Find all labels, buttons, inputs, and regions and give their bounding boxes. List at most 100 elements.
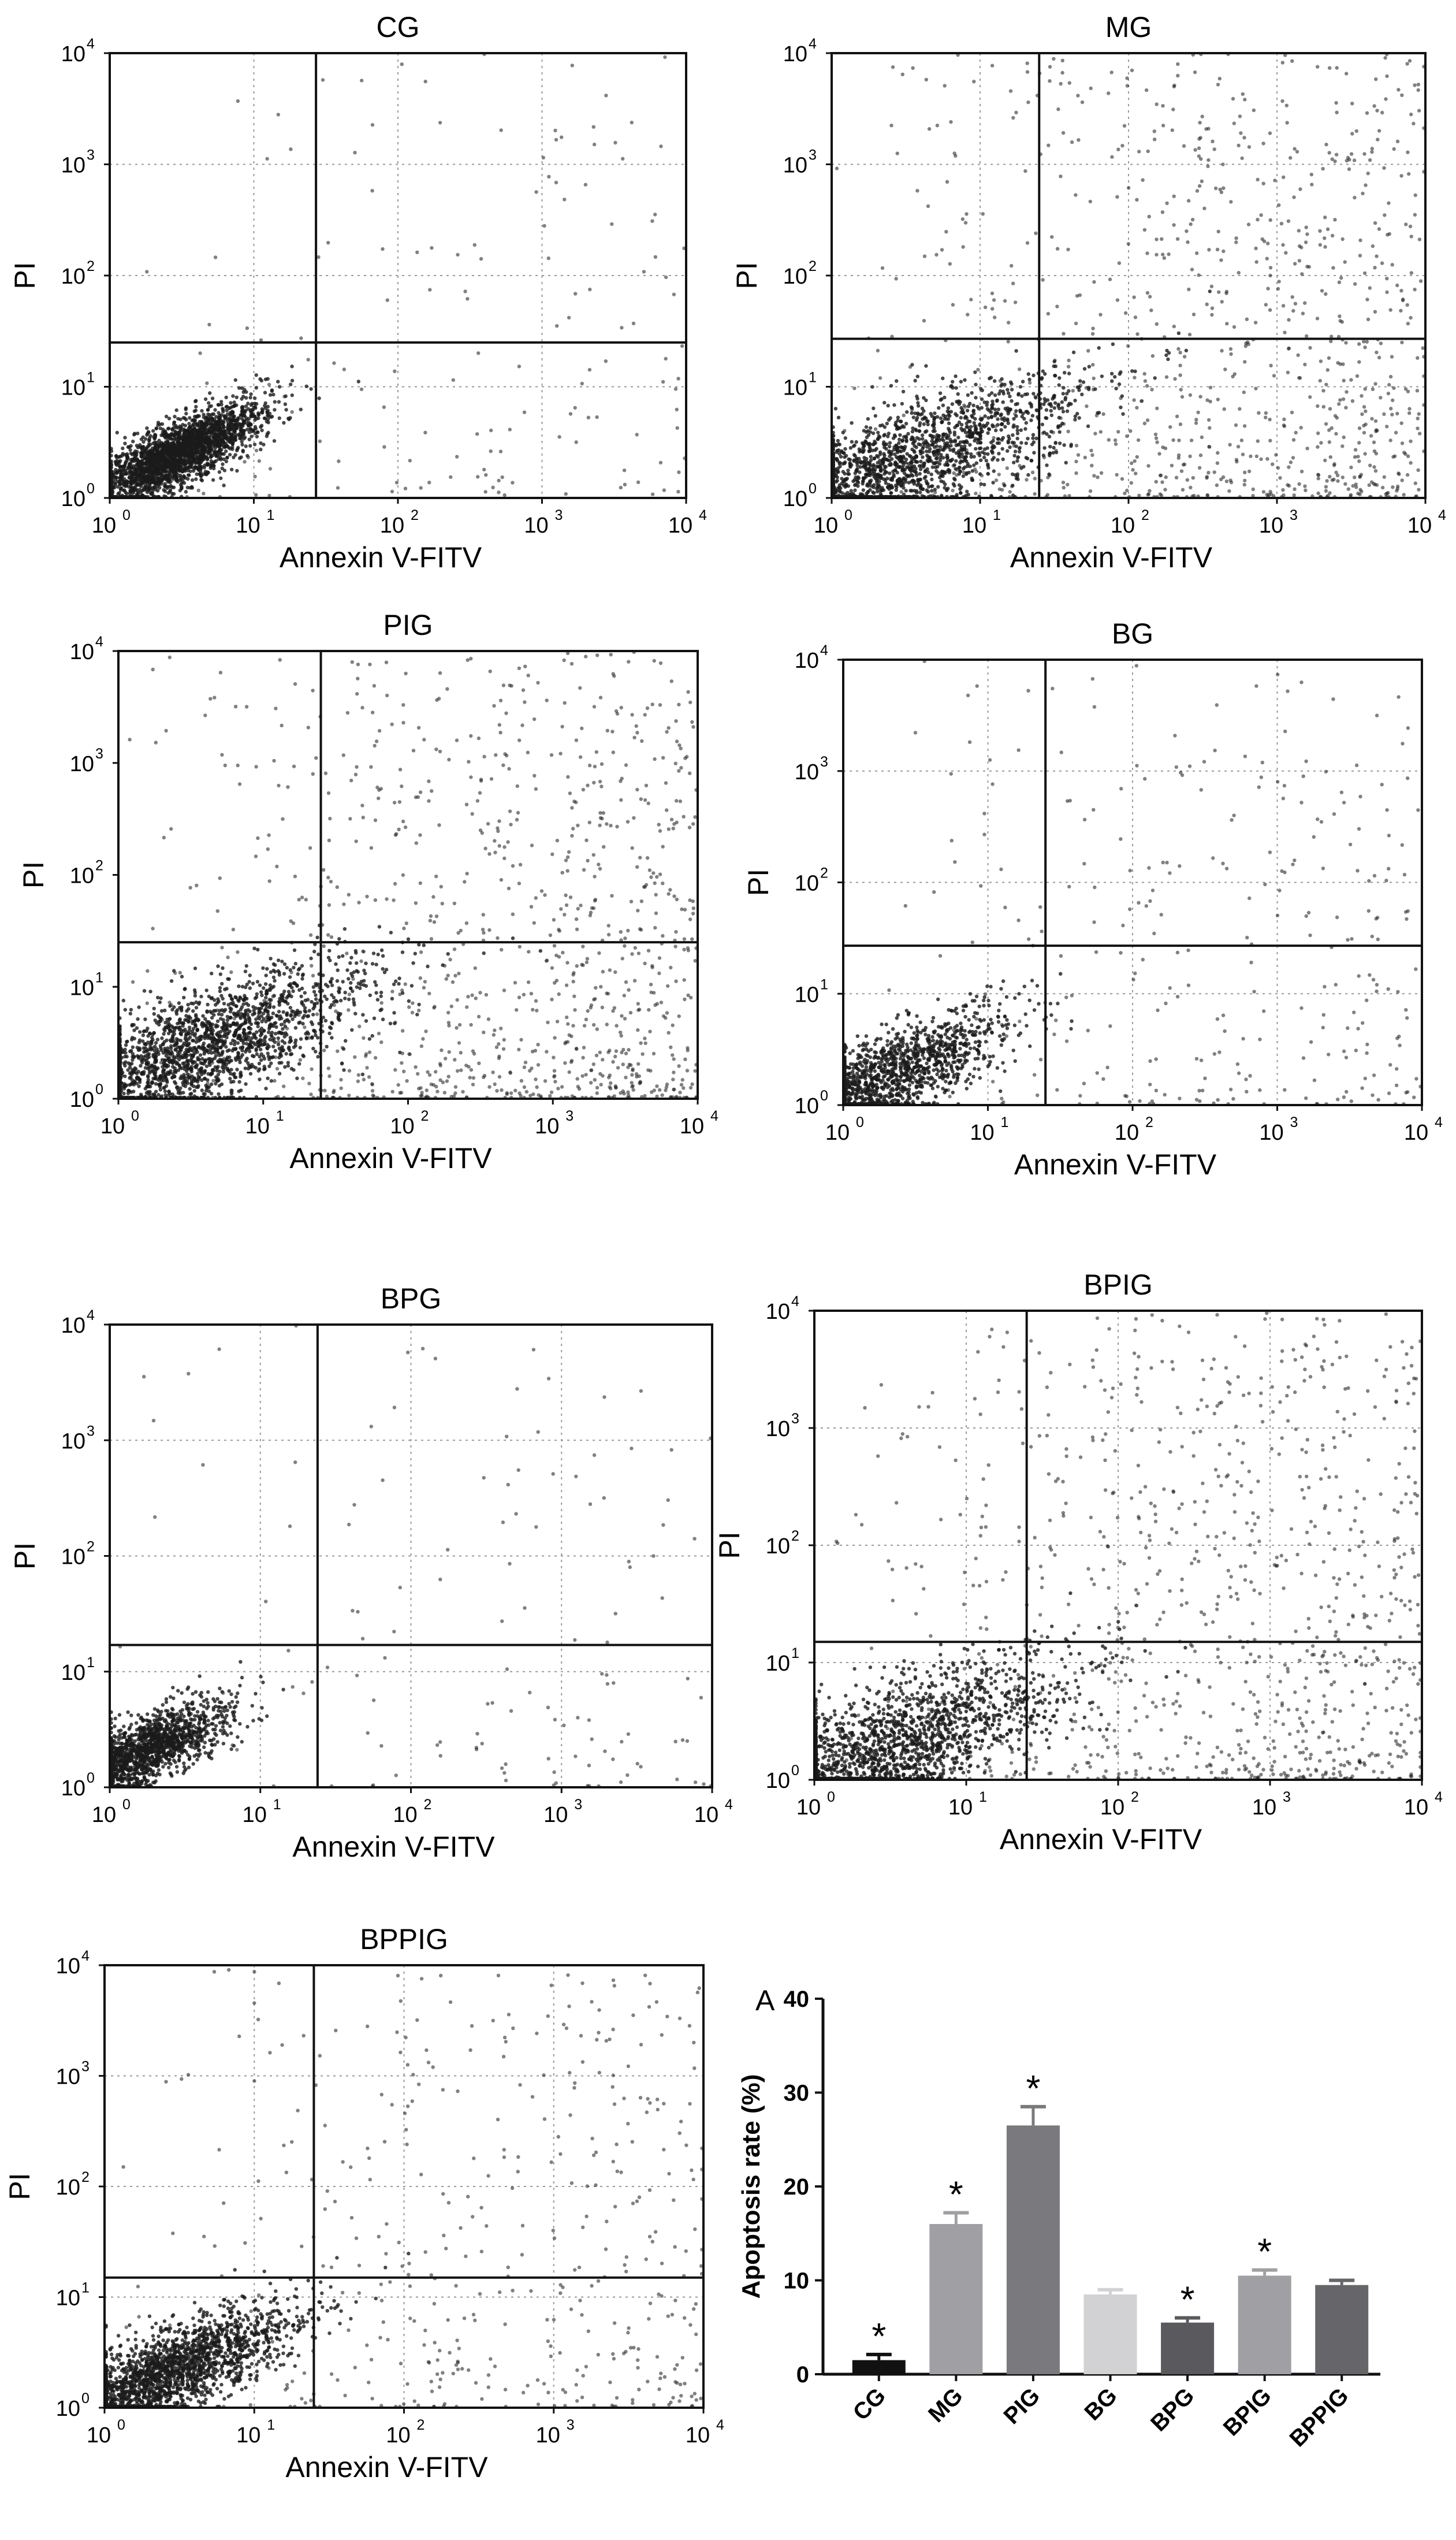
event-point bbox=[1023, 169, 1027, 173]
event-point bbox=[253, 425, 258, 429]
event-point bbox=[1010, 388, 1014, 392]
event-point bbox=[1298, 187, 1302, 191]
event-point bbox=[1399, 174, 1403, 178]
event-point bbox=[222, 484, 226, 488]
event-point bbox=[309, 387, 313, 391]
event-point bbox=[866, 489, 870, 494]
event-point bbox=[428, 288, 432, 292]
event-point bbox=[162, 468, 167, 473]
event-point bbox=[604, 94, 608, 98]
event-point bbox=[915, 436, 919, 440]
event-point bbox=[263, 401, 267, 406]
event-point bbox=[1234, 240, 1238, 244]
event-point bbox=[202, 444, 206, 448]
event-point bbox=[846, 484, 851, 488]
event-point bbox=[1328, 491, 1332, 495]
event-point bbox=[210, 396, 215, 400]
event-point bbox=[996, 407, 1001, 411]
event-point bbox=[1195, 251, 1199, 255]
event-point bbox=[1029, 418, 1033, 422]
event-point bbox=[933, 462, 937, 466]
event-point bbox=[876, 464, 881, 469]
event-point bbox=[974, 461, 979, 465]
event-point bbox=[214, 454, 218, 458]
event-point bbox=[427, 481, 431, 485]
event-point bbox=[1149, 308, 1153, 313]
event-point bbox=[256, 430, 260, 434]
event-point bbox=[910, 411, 914, 415]
event-point bbox=[222, 457, 226, 462]
event-point bbox=[1062, 443, 1066, 447]
event-point bbox=[1259, 457, 1263, 462]
event-point bbox=[208, 413, 212, 417]
event-point bbox=[921, 437, 925, 441]
event-point bbox=[1319, 441, 1323, 445]
event-point bbox=[284, 394, 288, 398]
event-point bbox=[1024, 421, 1029, 425]
event-point bbox=[996, 417, 1000, 421]
event-point bbox=[1280, 61, 1284, 65]
event-point bbox=[1197, 146, 1201, 150]
event-point bbox=[177, 437, 181, 441]
event-point bbox=[1285, 121, 1289, 125]
event-point bbox=[980, 397, 984, 401]
event-point bbox=[1373, 469, 1378, 473]
event-point bbox=[943, 84, 947, 88]
event-point bbox=[1282, 175, 1286, 179]
event-point bbox=[1352, 158, 1357, 162]
event-point bbox=[1354, 129, 1358, 133]
event-point bbox=[976, 367, 980, 372]
event-point bbox=[1357, 342, 1361, 346]
event-point bbox=[251, 429, 256, 433]
event-point bbox=[911, 474, 915, 478]
event-point bbox=[233, 378, 237, 382]
event-point bbox=[1334, 153, 1339, 157]
event-point bbox=[898, 433, 902, 437]
event-point bbox=[838, 464, 842, 468]
event-point bbox=[1319, 359, 1323, 363]
event-point bbox=[1370, 416, 1374, 421]
event-point bbox=[254, 406, 258, 410]
event-point bbox=[1254, 454, 1259, 459]
event-point bbox=[976, 437, 981, 442]
event-point bbox=[169, 437, 173, 441]
event-point bbox=[1003, 299, 1007, 303]
event-point bbox=[114, 468, 118, 472]
event-point bbox=[1321, 166, 1325, 171]
event-point bbox=[1377, 227, 1381, 231]
event-point bbox=[1022, 416, 1026, 421]
event-point bbox=[1155, 322, 1159, 326]
event-point bbox=[451, 378, 455, 382]
event-point bbox=[289, 147, 293, 151]
event-point bbox=[1019, 428, 1023, 432]
event-point bbox=[316, 255, 321, 259]
event-point bbox=[157, 453, 161, 457]
event-point bbox=[930, 477, 934, 482]
event-point bbox=[224, 444, 228, 448]
event-point bbox=[156, 446, 161, 450]
event-point bbox=[273, 400, 277, 404]
event-point bbox=[184, 453, 188, 458]
event-point bbox=[1063, 371, 1067, 375]
event-point bbox=[226, 435, 230, 440]
event-point bbox=[922, 442, 927, 447]
event-point bbox=[1053, 374, 1057, 378]
event-point bbox=[1125, 76, 1129, 80]
event-point bbox=[213, 423, 217, 427]
event-point bbox=[1160, 210, 1165, 214]
event-point bbox=[1197, 154, 1201, 158]
event-point bbox=[1006, 340, 1010, 344]
event-point bbox=[476, 475, 480, 479]
event-point bbox=[1390, 263, 1394, 267]
event-point bbox=[190, 453, 195, 458]
event-point bbox=[266, 404, 270, 409]
event-point bbox=[1066, 429, 1070, 434]
event-point bbox=[232, 400, 236, 404]
event-point bbox=[1088, 199, 1093, 204]
x-tick-exponent: 3 bbox=[555, 507, 563, 523]
event-point bbox=[252, 442, 257, 447]
event-point bbox=[1254, 386, 1258, 391]
event-point bbox=[266, 430, 270, 435]
event-point bbox=[244, 408, 248, 412]
event-point bbox=[1064, 460, 1068, 465]
